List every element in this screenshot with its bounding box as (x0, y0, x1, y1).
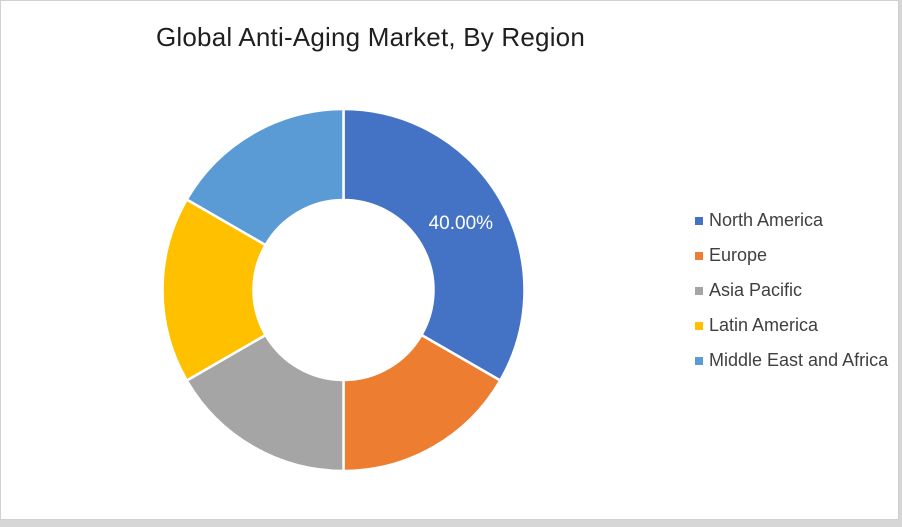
legend-label: Asia Pacific (709, 280, 803, 300)
legend-marker-asia-pacific (695, 286, 703, 295)
legend-marker-middle-east-and-africa (695, 356, 703, 365)
legend-marker-latin-america (695, 321, 703, 330)
pie-segment-latin-america[interactable] (161, 198, 267, 382)
donut-chart[interactable]: 40.00% (153, 100, 533, 480)
pie-segment-asia-pacific[interactable] (185, 333, 345, 473)
legend-item-europe[interactable]: Europe (695, 238, 888, 273)
legend-label: Latin America (709, 315, 819, 335)
chart-title: Global Anti-Aging Market, By Region (156, 22, 585, 52)
legend-item-latin-america[interactable]: Latin America (695, 308, 888, 343)
legend-label: Europe (709, 245, 768, 265)
legend-marker-europe (695, 251, 703, 260)
pie-data-label-north-america: 40.00% (429, 213, 494, 234)
legend-label: Middle East and Africa (709, 350, 889, 370)
legend-item-asia-pacific[interactable]: Asia Pacific (695, 273, 888, 308)
pie-segment-middle-east-and-africa[interactable] (185, 107, 345, 247)
legend-marker-north-america (695, 216, 703, 225)
chart-legend: North America Europe Asia Pacific Latin … (695, 203, 888, 378)
legend-item-middle-east-and-africa[interactable]: Middle East and Africa (695, 343, 888, 378)
legend-item-north-america[interactable]: North America (695, 203, 888, 238)
pie-segment-north-america[interactable] (342, 107, 526, 382)
pie-segment-europe[interactable] (342, 333, 502, 473)
legend-label: North America (709, 210, 824, 230)
